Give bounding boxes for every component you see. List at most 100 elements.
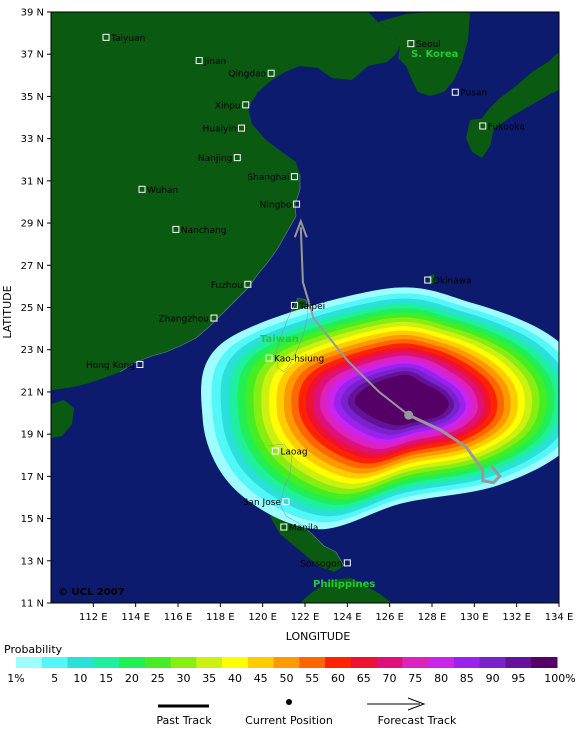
city-sorsogon: Sorsogon (300, 559, 351, 569)
storm-track (293, 218, 502, 485)
legend-label: 20 (125, 672, 139, 685)
legend-title: Probability (4, 643, 63, 656)
city-san-jose: San Jose (243, 498, 290, 508)
y-tick-label: 23 N (21, 345, 44, 356)
city-kao-hsiung: Kao-hsiung (265, 354, 324, 365)
legend-label: 70 (383, 672, 397, 685)
legend-swatch (428, 657, 455, 668)
legend-swatch (325, 657, 352, 668)
coastlines (119, 174, 345, 567)
legend-swatch (222, 657, 249, 668)
legend-swatch (299, 657, 326, 668)
current-position-label: Current Position (245, 714, 333, 727)
legend-label: 90 (486, 672, 500, 685)
legend-label: 40 (228, 672, 242, 685)
y-tick-label: 39 N (21, 8, 44, 19)
y-tick-label: 35 N (21, 92, 44, 103)
city-fukuoka: Fukuoka (479, 122, 525, 132)
x-tick-label: 120 E (248, 612, 277, 623)
city-marker-icon (293, 200, 301, 208)
probability-band-21 (354, 374, 449, 426)
legend-label: 75 (408, 672, 422, 685)
land-okinawa (428, 274, 436, 284)
city-manila: Manila (280, 523, 318, 534)
copyright-text: © UCL 2007 (58, 587, 125, 598)
city-marker-icon (265, 354, 273, 362)
x-tick-label: 128 E (418, 612, 447, 623)
city-qingdao: Qingdao (228, 69, 275, 80)
country-label-philippines: Philippines (313, 579, 375, 590)
city-marker-icon (244, 280, 252, 288)
city-label: Laoag (280, 448, 307, 458)
legend-swatch (16, 657, 43, 668)
land-korea (378, 12, 470, 96)
probability-bands (201, 287, 559, 530)
city-marker-icon (138, 185, 146, 193)
land-kyushu (466, 118, 494, 158)
y-tick-label: 15 N (21, 514, 44, 525)
legend-swatch (350, 657, 378, 668)
y-tick-label: 17 N (21, 472, 44, 483)
legend-label: 65 (357, 672, 371, 685)
legend-label: 85 (460, 672, 474, 685)
y-tick-label: 29 N (21, 219, 44, 230)
legend-label: 30 (177, 672, 191, 685)
y-tick-label: 21 N (21, 387, 44, 398)
city-seoul: Seoul (407, 40, 441, 50)
legend-label: 60 (331, 672, 345, 685)
city-marker-icon (282, 498, 290, 506)
city-zhangzhou: Zhangzhou (159, 314, 218, 325)
legend-swatch (376, 657, 403, 668)
x-tick-label: 118 E (206, 612, 235, 623)
x-tick-label: 134 E (545, 612, 574, 623)
forecast-track-arrowhead (407, 697, 426, 711)
legend-swatch (273, 657, 300, 668)
city-marker-icon (267, 69, 275, 77)
land-mainland-china (51, 12, 400, 390)
x-tick-label: 112 E (79, 612, 108, 623)
city-marker-icon (242, 101, 250, 109)
city-laoag: Laoag (271, 447, 308, 458)
city-pusan: Pusan (451, 88, 487, 99)
legend-label: 35 (202, 672, 216, 685)
current-position-marker (404, 410, 414, 420)
city-huaiyin: Huaiyin (202, 125, 245, 135)
city-marker-icon (172, 225, 180, 233)
city-label: Xinpu (215, 101, 241, 111)
city-marker-icon (271, 447, 279, 455)
city-shanghai: Shanghai (247, 173, 298, 183)
city-ningbo: Ningbo (260, 200, 301, 211)
x-tick-label: 130 E (460, 612, 489, 623)
legend-label: 100% (544, 672, 575, 685)
legend-swatch (93, 657, 120, 668)
land-masses (51, 12, 559, 603)
country-label-taiwan: Taiwan (260, 334, 299, 345)
city-xinpu: Xinpu (215, 101, 250, 111)
city-okinawa: Okinawa (424, 276, 472, 287)
city-label: Ningbo (260, 201, 292, 211)
past-track-label: Past Track (156, 714, 212, 727)
city-nanchang: Nanchang (172, 225, 226, 236)
city-label: Okinawa (433, 277, 472, 287)
city-label: Wuhan (147, 186, 178, 196)
city-label: Sorsogon (300, 559, 342, 569)
y-axis-ticks: 39 N 37 N 35 N 33 N 31 N 29 N 27 N 25 N 23 N 21 N… (21, 8, 51, 610)
city-taipei: Taipei (290, 301, 325, 312)
city-marker-icon (136, 360, 144, 368)
city-label: Huaiyin (202, 125, 236, 135)
city-jinan: Jinan (195, 57, 226, 67)
city-label: Qingdao (228, 70, 266, 80)
legend-swatch (67, 657, 94, 668)
land-hainan (51, 400, 74, 438)
legend-swatch (531, 657, 558, 668)
probability-legend: Probability 1% 5 10 15 20 25 30 35 40 45 50 55 60 65 7… (4, 643, 576, 685)
y-tick-label: 13 N (21, 556, 44, 567)
legend-swatch (505, 657, 532, 668)
x-tick-label: 132 E (502, 612, 531, 623)
x-tick-label: 116 E (164, 612, 193, 623)
country-label-china: PEOPLE'S REPUBLIC OF CHINA (80, 255, 250, 266)
city-hong-kong: Hong Kong (86, 360, 144, 371)
